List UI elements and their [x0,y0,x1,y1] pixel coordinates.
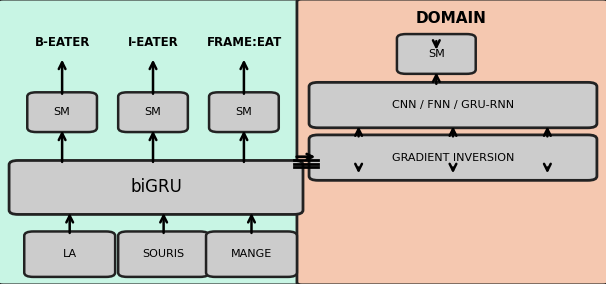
Text: LA: LA [62,249,77,259]
FancyBboxPatch shape [24,231,115,277]
FancyBboxPatch shape [0,0,305,284]
Text: DOMAIN: DOMAIN [416,11,487,26]
Text: SM: SM [145,107,161,117]
FancyBboxPatch shape [309,135,597,180]
FancyBboxPatch shape [397,34,476,74]
Text: biGRU: biGRU [130,178,182,197]
Text: B-EATER: B-EATER [35,36,90,49]
FancyBboxPatch shape [209,92,279,132]
FancyBboxPatch shape [118,231,209,277]
Text: MANGE: MANGE [231,249,272,259]
Text: SM: SM [428,49,445,59]
Text: SOURIS: SOURIS [142,249,185,259]
FancyBboxPatch shape [27,92,97,132]
FancyBboxPatch shape [9,160,303,214]
FancyBboxPatch shape [309,82,597,128]
Text: FRAME:EAT: FRAME:EAT [207,36,282,49]
Text: GRADIENT INVERSION: GRADIENT INVERSION [392,153,514,163]
Text: SM: SM [54,107,70,117]
FancyBboxPatch shape [206,231,297,277]
Text: I-EATER: I-EATER [128,36,179,49]
Text: CNN / FNN / GRU-RNN: CNN / FNN / GRU-RNN [392,100,514,110]
Text: SM: SM [236,107,252,117]
FancyBboxPatch shape [297,0,606,284]
FancyBboxPatch shape [118,92,188,132]
